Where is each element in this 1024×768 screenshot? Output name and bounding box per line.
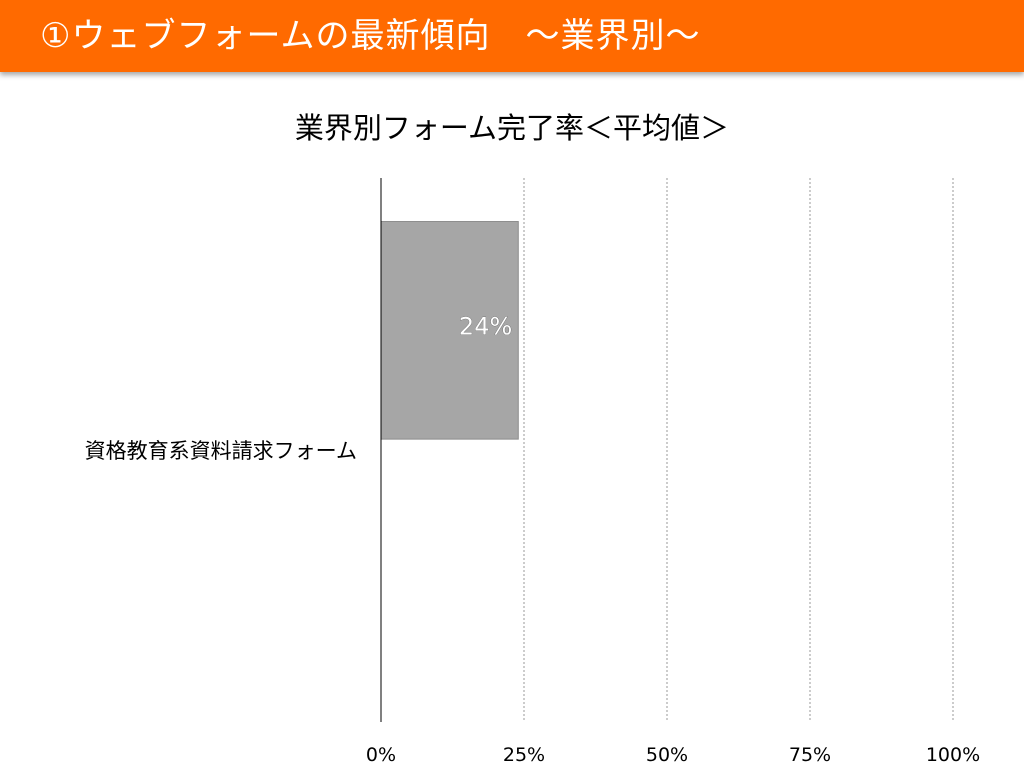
title-bar: ①ウェブフォームの最新傾向 ～業界別～ (0, 0, 1024, 72)
x-tick-label: 0% (366, 744, 396, 766)
x-tick-label: 100% (926, 744, 980, 766)
bar-value-label: 24% (459, 313, 512, 341)
category-label: 資格教育系資料請求フォーム (85, 439, 357, 463)
chart-title: 業界別フォーム完了率＜平均値＞ (294, 111, 730, 145)
slide-title: ①ウェブフォームの最新傾向 ～業界別～ (40, 16, 701, 56)
bar (380, 221, 519, 440)
x-tick-label: 75% (789, 744, 831, 766)
x-tick-label: 25% (503, 744, 545, 766)
x-tick-label: 50% (646, 744, 688, 766)
